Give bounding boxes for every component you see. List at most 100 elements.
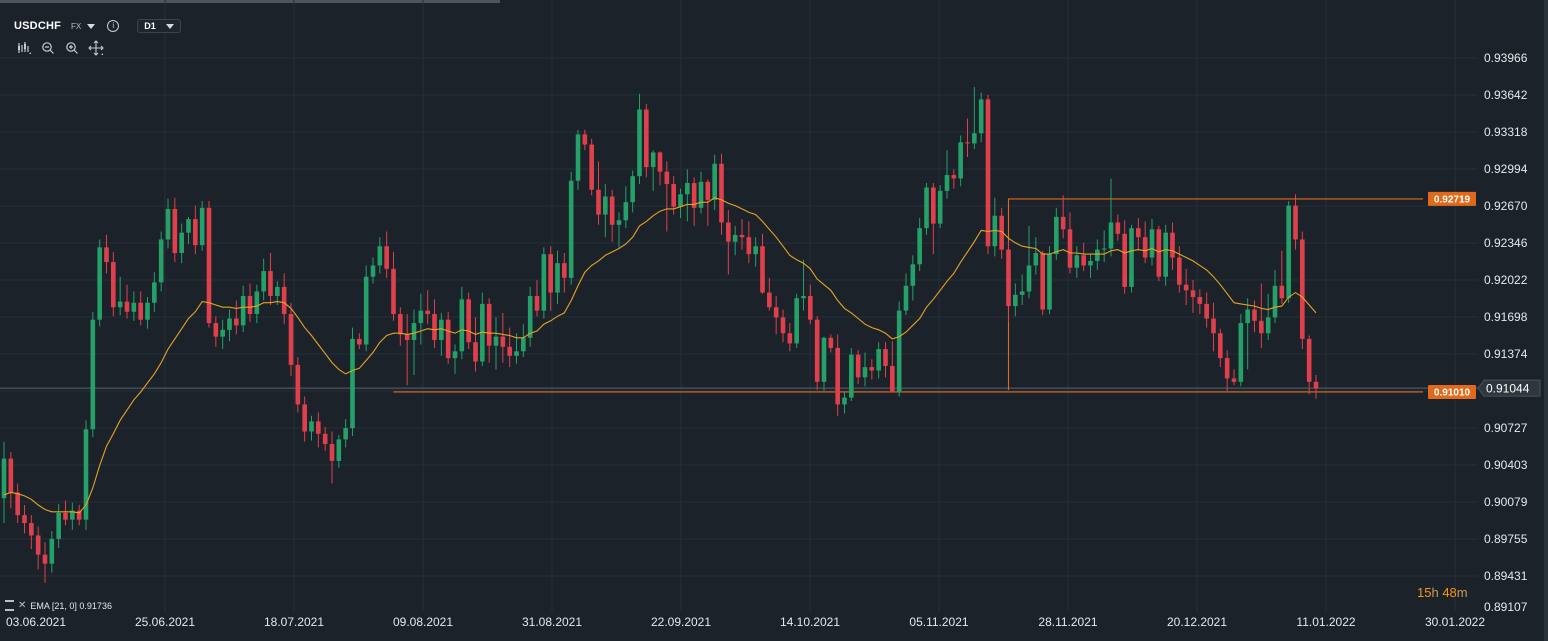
bear-candle xyxy=(1218,333,1223,359)
bear-candle xyxy=(814,319,820,382)
bear-candle xyxy=(1122,233,1127,287)
bear-candle xyxy=(1156,229,1162,277)
bear-candle xyxy=(473,342,478,362)
bear-candle xyxy=(705,181,711,200)
bull-candle xyxy=(370,265,376,277)
bear-candle xyxy=(1300,239,1305,339)
bull-candle xyxy=(145,302,150,320)
bear-candle xyxy=(890,366,895,392)
bull-candle xyxy=(685,182,690,195)
current-price-tag-bg xyxy=(1477,379,1541,397)
bull-candle xyxy=(1272,285,1278,318)
bull-candle xyxy=(1074,255,1080,268)
bull-candle xyxy=(1,458,7,499)
bear-candle xyxy=(664,171,670,185)
indicator-legend: ✕ EMA [21, 0] 0.91736 xyxy=(5,600,112,611)
bear-candle xyxy=(76,510,82,520)
x-tick-label: 05.11.2021 xyxy=(909,615,968,629)
x-tick-label: 11.01.2022 xyxy=(1296,615,1355,629)
bear-candle xyxy=(1136,228,1141,238)
market-label: FX xyxy=(71,21,82,31)
bear-candle xyxy=(869,367,875,371)
zoom-in-icon[interactable] xyxy=(64,40,80,56)
bear-candle xyxy=(760,246,765,293)
bull-candle xyxy=(862,367,868,378)
bull-candle xyxy=(1095,249,1100,261)
bear-candle xyxy=(828,337,834,348)
bull-candle xyxy=(377,246,383,266)
bear-candle xyxy=(15,492,20,516)
bull-candle xyxy=(732,234,738,242)
bear-candle xyxy=(1252,309,1257,321)
bull-candle xyxy=(937,190,943,224)
symbol-label[interactable]: USDCHF xyxy=(14,20,62,32)
bear-candle xyxy=(562,263,567,278)
x-tick-label: 25.06.2021 xyxy=(135,615,195,629)
bull-candle xyxy=(152,282,157,303)
x-tick-label: 31.08.2021 xyxy=(522,615,582,629)
bull-candle xyxy=(1238,323,1244,382)
bear-candle xyxy=(835,347,840,405)
bear-candle xyxy=(193,219,198,246)
bear-candle xyxy=(111,262,116,308)
bull-candle xyxy=(1265,317,1271,334)
x-tick-label: 30.01.2022 xyxy=(1425,615,1485,629)
bear-candle xyxy=(534,295,540,311)
bear-candle xyxy=(671,184,676,207)
x-tick-label: 20.12.2021 xyxy=(1167,615,1227,629)
bull-candle xyxy=(978,99,984,134)
bull-candle xyxy=(514,351,519,356)
y-tick-label: 0.92994 xyxy=(1484,162,1528,176)
bear-candle xyxy=(268,271,273,296)
bear-candle xyxy=(780,317,786,334)
bull-candle xyxy=(439,319,444,341)
y-tick-label: 0.90079 xyxy=(1484,495,1528,509)
indicators-icon[interactable] xyxy=(16,40,32,56)
bear-candle xyxy=(1183,284,1189,291)
bull-candle xyxy=(896,310,902,392)
bull-candle xyxy=(1047,254,1052,310)
bull-candle xyxy=(842,397,847,405)
bear-candle xyxy=(466,299,471,343)
chevron-down-icon[interactable] xyxy=(87,23,96,29)
timeframe-select[interactable]: D1 xyxy=(137,19,181,33)
bear-candle xyxy=(206,207,212,324)
bull-candle xyxy=(70,510,75,520)
bull-candle xyxy=(924,187,929,229)
bull-candle xyxy=(541,254,547,311)
bear-candle xyxy=(999,215,1004,250)
bull-candle xyxy=(972,133,977,144)
bull-candle xyxy=(603,196,608,215)
bull-candle xyxy=(521,337,526,352)
info-icon[interactable]: i xyxy=(107,20,120,32)
bull-candle xyxy=(1101,248,1107,250)
support-price-tag: 0.91010 xyxy=(1428,384,1476,399)
candle-countdown: 15h 48m xyxy=(1417,585,1468,600)
bull-candle xyxy=(179,232,184,254)
bear-candle xyxy=(507,346,512,356)
y-tick-label: 0.93642 xyxy=(1484,88,1528,102)
bear-candle xyxy=(1081,255,1086,266)
bull-candle xyxy=(97,247,102,320)
bear-candle xyxy=(773,307,779,318)
bear-candle xyxy=(104,247,109,263)
bull-candle xyxy=(56,512,61,539)
bear-candle xyxy=(288,314,294,365)
bear-candle xyxy=(1060,216,1066,230)
resistance-price-tag-text: 0.92719 xyxy=(1434,194,1471,205)
y-tick-label: 0.89107 xyxy=(1484,600,1528,614)
bull-candle xyxy=(350,338,355,429)
x-tick-label: 28.11.2021 xyxy=(1038,615,1097,629)
bear-candle xyxy=(500,336,506,347)
close-icon[interactable]: ✕ xyxy=(18,600,27,611)
bear-candle xyxy=(1142,237,1148,258)
bear-candle xyxy=(42,554,48,564)
bear-candle xyxy=(965,142,970,144)
crosshair-icon[interactable] xyxy=(88,40,104,56)
bull-candle xyxy=(623,202,629,221)
zoom-out-icon[interactable] xyxy=(40,40,56,56)
bear-candle xyxy=(357,338,362,345)
bull-candle xyxy=(117,301,123,308)
layers-icon[interactable] xyxy=(5,600,14,611)
